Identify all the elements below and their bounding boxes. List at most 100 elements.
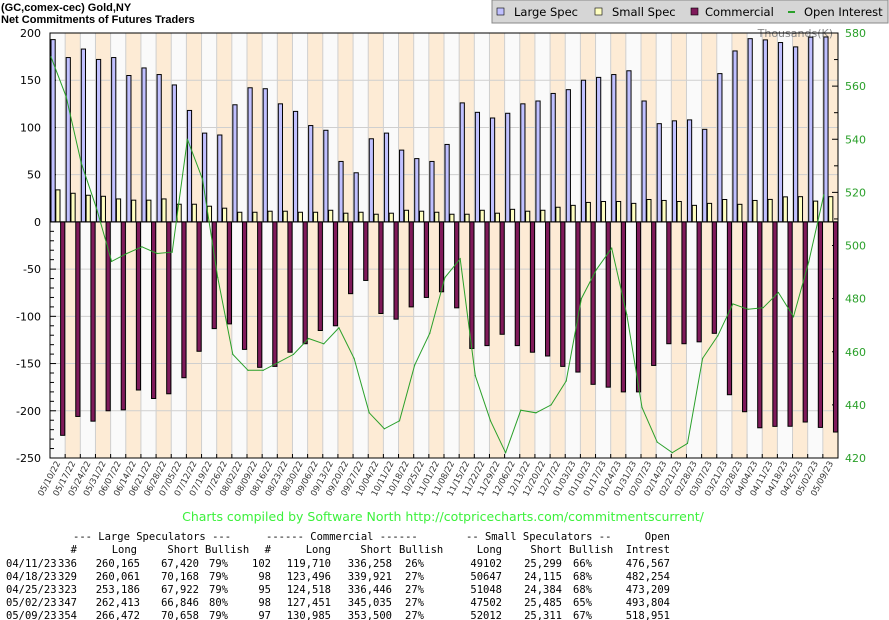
right-axis-tick-label: 460 xyxy=(845,346,866,359)
open-interest-point xyxy=(50,56,52,58)
open-interest-point xyxy=(505,452,507,454)
bar-small-spec xyxy=(570,204,576,223)
cot-table: --- Large Speculators --- ------ Commerci… xyxy=(6,531,670,620)
bar-small-spec xyxy=(55,189,61,223)
table-column-header: Bullish xyxy=(569,544,613,556)
table-cell: 52012 xyxy=(470,610,502,620)
open-interest-point xyxy=(126,252,128,255)
table-group-header-commercial: ------ Commercial ------ xyxy=(266,531,418,543)
table-cell: 27% xyxy=(405,571,425,583)
bar-commercial xyxy=(348,221,354,295)
open-interest-point xyxy=(489,420,492,422)
bar-large-spec xyxy=(596,76,602,223)
bar-commercial xyxy=(514,221,520,347)
bar-commercial xyxy=(241,221,248,350)
open-interest-point xyxy=(535,412,537,414)
open-interest-point xyxy=(686,442,689,444)
bar-large-spec xyxy=(489,117,496,223)
column-band xyxy=(353,33,369,458)
open-interest-point xyxy=(732,303,734,305)
table-cell: 25,485 xyxy=(524,597,562,609)
left-axis-tick-label: 50 xyxy=(27,169,41,182)
bar-commercial xyxy=(196,221,202,352)
bar-small-spec xyxy=(615,200,622,223)
bar-commercial xyxy=(272,221,278,367)
table-cell: 124,518 xyxy=(287,584,331,596)
open-interest-point xyxy=(626,313,628,316)
bar-small-spec xyxy=(752,199,758,223)
table-cell: 323 xyxy=(58,584,77,596)
legend-label-large-spec: Large Spec xyxy=(514,5,578,19)
bar-large-spec xyxy=(368,138,374,223)
open-interest-point xyxy=(550,404,552,406)
table-column-header: # xyxy=(265,544,272,556)
table-column-header: Short xyxy=(360,544,392,556)
bar-large-spec xyxy=(429,160,435,223)
table-column-header: Intrest xyxy=(626,544,670,556)
bar-commercial xyxy=(590,221,596,385)
legend-swatch-open-interest xyxy=(788,11,795,13)
right-axis-tick-label: 520 xyxy=(845,186,866,199)
table-cell: 67% xyxy=(573,610,593,620)
bar-small-spec xyxy=(70,192,76,223)
left-axis-tick-label: 100 xyxy=(20,121,41,134)
bar-small-spec xyxy=(297,211,303,223)
bar-small-spec xyxy=(525,210,531,223)
bar-small-spec xyxy=(737,203,743,223)
bar-large-spec xyxy=(338,160,344,223)
bar-large-spec xyxy=(686,119,693,223)
open-interest-point xyxy=(656,441,658,443)
bar-small-spec xyxy=(646,199,652,223)
bar-small-spec xyxy=(812,200,819,223)
bar-commercial xyxy=(469,221,475,349)
left-axis-tick-label: 0 xyxy=(34,216,41,229)
bar-commercial xyxy=(135,221,142,391)
bar-small-spec xyxy=(767,198,773,223)
table-cell: 260,061 xyxy=(96,571,140,583)
open-interest-point xyxy=(641,406,643,409)
table-group-header-open: Open xyxy=(645,531,670,543)
table-cell: 102 xyxy=(252,558,271,570)
bar-commercial xyxy=(408,221,414,308)
left-axis-tick-label: 150 xyxy=(20,74,41,87)
left-axis-tick-label: -150 xyxy=(16,358,41,371)
table-cell: 79% xyxy=(209,610,229,620)
bar-small-spec xyxy=(706,202,713,223)
table-cell: 260,165 xyxy=(96,558,140,570)
bar-large-spec xyxy=(111,57,117,223)
bar-commercial xyxy=(711,221,717,334)
bar-commercial xyxy=(226,221,232,325)
legend: Large Spec Small Spec Commercial Open In… xyxy=(491,0,889,24)
bar-large-spec xyxy=(277,103,284,223)
bar-small-spec xyxy=(100,195,106,223)
bar-commercial xyxy=(363,221,369,281)
right-axis-tick-label: 580 xyxy=(845,27,866,40)
column-band xyxy=(428,33,444,458)
bar-large-spec xyxy=(762,39,768,223)
open-interest-point xyxy=(368,412,370,414)
bar-commercial xyxy=(90,221,96,422)
table-column-header: # xyxy=(71,544,78,556)
table-cell: 79% xyxy=(209,571,229,583)
bar-large-spec xyxy=(414,158,420,223)
table-cell: 80% xyxy=(209,597,229,609)
bar-commercial xyxy=(317,221,323,331)
table-cell: 353,500 xyxy=(348,610,392,620)
bar-commercial xyxy=(423,221,429,298)
right-axis-tick-label: 560 xyxy=(845,80,866,93)
open-interest-point xyxy=(444,276,446,278)
table-cell: 25,311 xyxy=(524,610,562,620)
bar-small-spec xyxy=(146,199,152,223)
bar-small-spec xyxy=(540,209,546,223)
open-interest-point xyxy=(217,276,219,278)
column-band xyxy=(444,33,460,458)
bar-small-spec xyxy=(661,199,667,223)
bar-large-spec xyxy=(95,58,102,223)
open-interest-point xyxy=(823,194,825,196)
table-cell: 493,804 xyxy=(626,597,670,609)
open-interest-point xyxy=(338,327,340,329)
open-interest-line xyxy=(50,56,825,455)
table-column-header: Bullish xyxy=(205,544,249,556)
table-cell: 25,299 xyxy=(524,558,562,570)
